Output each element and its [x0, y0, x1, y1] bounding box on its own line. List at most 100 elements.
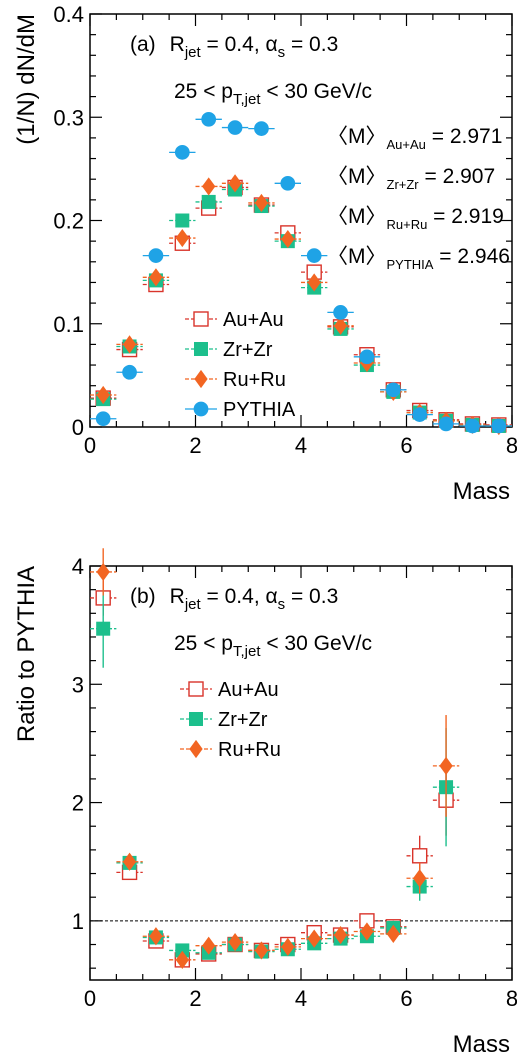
data-point — [175, 950, 189, 969]
y-tick-label: 0.1 — [53, 312, 84, 337]
x-tick-label: 8 — [506, 986, 517, 1011]
annotation-sub: jet — [184, 44, 202, 61]
data-point — [439, 756, 453, 776]
x-tick-label: 4 — [295, 433, 307, 458]
panel-b-ratio-to-pythia: 0 2 4 6 8 1 2 3 4 Mass Ratio to PYTHIA (b) Rjet = 0.… — [13, 548, 517, 1058]
data-point — [411, 848, 428, 864]
y-tick-label: 4 — [72, 554, 84, 579]
mean-mass-label: 〈M〉 — [327, 165, 387, 188]
data-point — [95, 411, 111, 427]
pt-post: < 30 GeV/c — [261, 80, 372, 103]
legend-marker — [193, 401, 209, 417]
data-point — [413, 869, 427, 888]
legend-marker — [194, 342, 208, 356]
pt-pre: 25 < p — [174, 80, 233, 103]
data-point — [307, 273, 321, 292]
annotation-rest2: = 0.3 — [285, 33, 338, 56]
data-point — [254, 941, 269, 960]
mean-mass-sub: Zr+Zr — [387, 177, 420, 192]
pt-annotation: 25 < pT,jet < 30 GeV/c — [174, 80, 372, 108]
data-point — [202, 177, 216, 196]
x-tick-label: 4 — [295, 986, 307, 1011]
y-tick-label: 1 — [72, 909, 84, 934]
data-point — [281, 937, 295, 956]
x-tick-label: 6 — [400, 433, 412, 458]
data-point — [438, 416, 454, 432]
data-point — [174, 145, 190, 160]
y-tick-label: 2 — [72, 791, 84, 816]
annotation-sub2: s — [278, 44, 286, 61]
mean-mass-annotation: 〈M〉Ru+Ru = 2.919 — [327, 205, 504, 232]
data-point — [149, 927, 163, 946]
data-point — [254, 193, 269, 213]
data-point — [201, 194, 216, 209]
data-point — [333, 925, 348, 945]
x-tick-label: 0 — [84, 986, 96, 1011]
data-point — [412, 407, 428, 422]
x-tick-label: 2 — [189, 986, 201, 1011]
y-axis-label: Ratio to PYTHIA — [13, 566, 40, 742]
data-point — [175, 213, 190, 228]
mean-mass-value: = 2.919 — [427, 205, 503, 228]
mean-mass-sub: Au+Au — [387, 137, 426, 152]
data-point — [360, 922, 374, 941]
data-point — [465, 418, 480, 434]
mean-mass-label: 〈M〉 — [327, 205, 387, 228]
annotation-rest: = 0.4, α — [201, 33, 278, 56]
legend-item: PYTHIA — [185, 399, 296, 421]
mean-mass-annotation: 〈M〉Zr+Zr = 2.907 — [327, 165, 495, 192]
data-point — [333, 305, 348, 320]
pt-sub: T,jet — [233, 643, 261, 660]
panel-annotation: (b) Rjet = 0.4, αs = 0.3 — [130, 585, 338, 613]
data-point — [491, 418, 507, 434]
legend-label: Au+Au — [218, 679, 279, 701]
annotation-r: R — [170, 585, 185, 608]
panel-a-mass-distribution: 0 2 4 6 8 0 0.1 0.2 0.3 0.4 Mass (1/N) dN/dM (a) Rjet… — [13, 2, 517, 505]
legend-label: Zr+Zr — [223, 339, 273, 361]
annotation-sub: jet — [184, 596, 202, 613]
pt-sub: T,jet — [233, 91, 261, 108]
data-point — [385, 382, 401, 398]
mean-mass-value: = 2.971 — [426, 125, 502, 148]
x-tick-label: 2 — [189, 433, 201, 458]
data-point — [306, 248, 322, 263]
mean-mass-sub: Ru+Ru — [387, 217, 428, 232]
y-tick-label: 0.4 — [53, 2, 84, 27]
y-axis-label: (1/N) dN/dM — [13, 14, 40, 145]
legend-label: Ru+Ru — [218, 739, 281, 761]
data-point — [175, 943, 190, 958]
data-point — [281, 229, 295, 249]
data-point — [122, 335, 137, 354]
legend-label: PYTHIA — [223, 399, 296, 421]
legend-item: Au+Au — [185, 309, 284, 331]
mean-mass-label: 〈M〉 — [327, 125, 387, 148]
x-axis-label: Mass — [453, 478, 510, 505]
pt-annotation: 25 < pT,jet < 30 GeV/c — [174, 632, 372, 660]
legend-marker — [188, 681, 204, 697]
data-point — [228, 933, 242, 952]
panel-annotation: (a) Rjet = 0.4, αs = 0.3 — [130, 33, 338, 61]
data-point — [254, 121, 269, 136]
data-point — [386, 924, 400, 943]
legend: Au+Au Zr+Zr Ru+Ru — [180, 679, 281, 761]
legend-item: Ru+Ru — [180, 739, 281, 761]
pt-pre: 25 < p — [174, 632, 233, 655]
plot-frame — [89, 565, 513, 981]
legend-marker — [189, 739, 203, 759]
panel-label: (b) — [130, 585, 156, 608]
mean-mass-sub: PYTHIA — [387, 257, 434, 272]
y-tick-label: 3 — [72, 672, 84, 697]
data-point — [307, 929, 321, 948]
annotation-rest2: = 0.3 — [285, 585, 338, 608]
data-point — [96, 562, 110, 582]
y-tick-label: 0.2 — [53, 209, 84, 234]
legend-marker — [189, 712, 203, 726]
x-tick-label: 6 — [400, 986, 412, 1011]
data-point — [96, 385, 110, 405]
mean-mass-value: = 2.946 — [433, 245, 509, 268]
mean-mass-annotation: 〈M〉Au+Au = 2.971 — [327, 125, 502, 152]
legend-item: Zr+Zr — [185, 339, 273, 361]
panel-label: (a) — [130, 33, 156, 56]
data-point — [228, 174, 242, 193]
